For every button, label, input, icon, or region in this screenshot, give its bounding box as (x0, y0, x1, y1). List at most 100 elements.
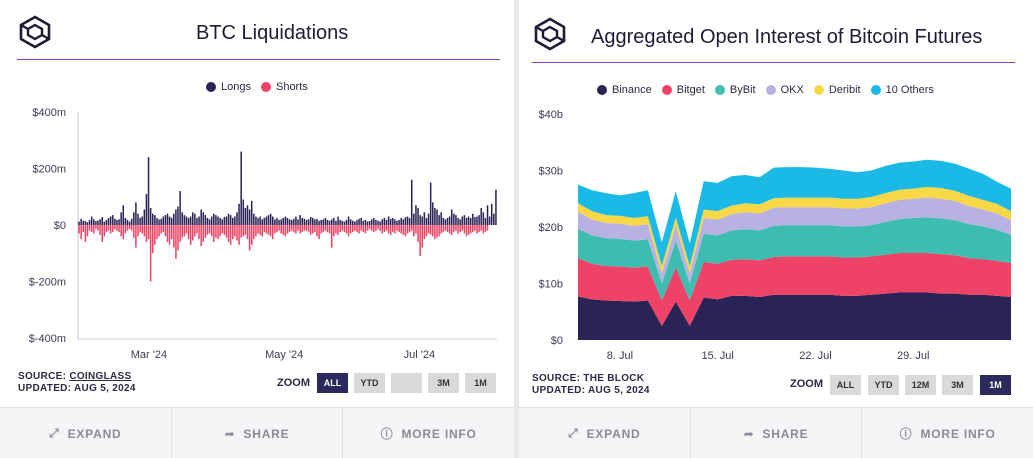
legend-item-bybit[interactable]: ByBit (714, 84, 756, 96)
zoom-3m-button[interactable]: 3M (942, 375, 973, 395)
longs-bar (303, 218, 306, 225)
shorts-bar (410, 225, 413, 231)
zoom-3m-button[interactable]: 3M (428, 373, 459, 393)
longs-bar (410, 179, 413, 225)
legend-item-okx[interactable]: OKX (765, 84, 804, 96)
longs-bar (322, 219, 325, 225)
shorts-bar (436, 225, 438, 238)
source-link[interactable]: COINGLASS (69, 371, 132, 382)
zoom-ytd-button[interactable]: YTD (354, 373, 385, 393)
legend-item-binance[interactable]: Binance (597, 84, 652, 96)
shorts-bar (229, 225, 232, 245)
shorts-bar (282, 225, 285, 235)
shorts-bar (305, 225, 308, 231)
legend-item-deribit[interactable]: Deribit (813, 84, 861, 96)
shorts-bar (234, 225, 236, 237)
area-series-binance (578, 292, 1011, 340)
shorts-bar (135, 225, 137, 248)
zoom-all-button[interactable]: ALL (830, 375, 861, 395)
shorts-bar (261, 225, 263, 237)
shorts-bar (168, 225, 171, 245)
longs-bar (474, 217, 476, 225)
longs-bar (297, 219, 299, 225)
longs-bar (219, 217, 221, 225)
y-tick-label: $10b (539, 279, 563, 291)
shorts-bar (145, 225, 148, 242)
shorts-bar (461, 225, 464, 231)
shorts-bar (459, 225, 461, 233)
area-series-deribit (578, 186, 1011, 274)
share-button[interactable]: ➦ SHARE (691, 408, 863, 458)
shorts-bar (352, 225, 354, 233)
shorts-bar (373, 225, 375, 233)
panel-footer: ⤢ EXPAND ➦ SHARE ⓘ MORE INFO (0, 407, 514, 458)
longs-bar (345, 219, 348, 225)
shorts-bar (425, 225, 428, 237)
zoom-ytd-button[interactable]: YTD (868, 375, 899, 395)
x-tick-label: 8. Jul (607, 350, 633, 362)
expand-button[interactable]: ⤢ EXPAND (0, 408, 172, 458)
longs-bar (90, 216, 93, 225)
shorts-bar (170, 225, 173, 240)
shorts-bar (284, 225, 287, 237)
legend-dot (714, 85, 725, 95)
y-tick-label: $200m (32, 164, 66, 176)
longs-bar (109, 216, 112, 225)
source-label: SOURCE: (18, 371, 67, 382)
longs-bar (282, 217, 285, 225)
shorts-bar (339, 225, 341, 233)
longs-bar (181, 212, 183, 225)
shorts-bar (486, 225, 489, 231)
longs-bar (333, 217, 335, 225)
legend-item-shorts[interactable]: Shorts (260, 81, 308, 93)
shorts-bar (206, 225, 209, 235)
zoom-range-button[interactable] (391, 373, 422, 393)
longs-bar (343, 221, 346, 225)
longs-bar (236, 212, 238, 225)
legend-item-bitget[interactable]: Bitget (661, 84, 705, 96)
zoom-1m-button[interactable]: 1M (980, 375, 1011, 395)
shorts-bar (406, 225, 409, 234)
legend-item-10-others[interactable]: 10 Others (870, 84, 934, 96)
shorts-bar (421, 225, 424, 248)
longs-bar (438, 215, 440, 225)
longs-bar (463, 215, 466, 225)
x-tick-label: Mar '24 (131, 349, 167, 361)
longs-bar (145, 193, 148, 225)
more-info-button[interactable]: ⓘ MORE INFO (862, 408, 1033, 458)
shorts-bar (381, 225, 384, 234)
source-credit: SOURCE: COINGLASS UPDATED: AUG 5, 2024 (18, 371, 136, 395)
more-info-button[interactable]: ⓘ MORE INFO (343, 408, 514, 458)
longs-bar (429, 182, 432, 226)
shorts-bar (191, 225, 194, 241)
shorts-bar (263, 225, 266, 233)
zoom-all-button[interactable]: ALL (317, 373, 348, 393)
legend-item-longs[interactable]: Longs (206, 81, 251, 93)
longs-bar (459, 219, 461, 225)
shorts-bar (122, 225, 125, 240)
shorts-bar (324, 225, 327, 231)
longs-bar (455, 215, 457, 225)
shorts-bar (97, 225, 99, 231)
expand-button[interactable]: ⤢ EXPAND (519, 408, 691, 458)
longs-bar (436, 209, 438, 225)
shorts-bar (286, 225, 289, 234)
longs-bar (316, 218, 318, 225)
shorts-bar (444, 225, 447, 231)
longs-bar (135, 202, 137, 225)
zoom-1m-button[interactable]: 1M (465, 373, 496, 393)
shorts-bar (267, 225, 270, 235)
longs-bar (213, 213, 215, 225)
longs-bar (364, 219, 367, 225)
shorts-bar (253, 225, 255, 240)
share-button[interactable]: ➦ SHARE (172, 408, 344, 458)
shorts-bar (333, 225, 335, 237)
shorts-bar (469, 225, 472, 234)
zoom-12m-button[interactable]: 12M (905, 375, 936, 395)
longs-bar (168, 216, 171, 225)
longs-bar (402, 219, 405, 225)
longs-bar (253, 213, 255, 225)
expand-label: EXPAND (586, 426, 641, 441)
shorts-bar (147, 225, 150, 240)
shorts-bar (130, 225, 133, 231)
